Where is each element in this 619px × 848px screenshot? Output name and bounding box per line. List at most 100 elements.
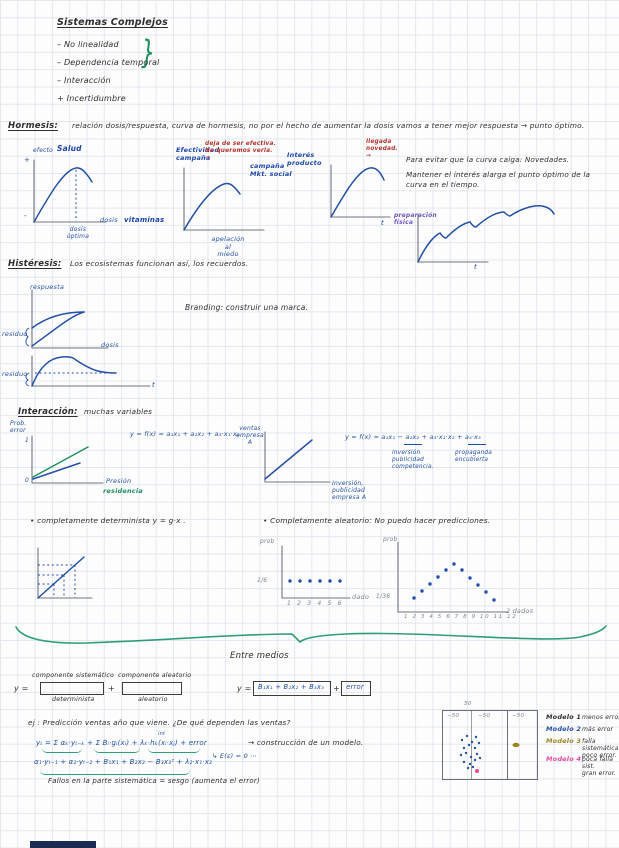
eq1-top-label-1: componente sistemático xyxy=(32,672,115,679)
ventas-chart-sketch xyxy=(264,431,331,483)
next-page-peek xyxy=(30,841,96,848)
dado-chart-sketch xyxy=(281,545,351,599)
entre-medios-heading: Entre medios xyxy=(230,651,289,661)
novedades-line1: Para evitar que la curva caiga: Novedade… xyxy=(406,155,570,164)
dos-dados-ylabel: prob xyxy=(383,536,398,543)
eq1-y: y = xyxy=(14,684,29,693)
header-brace: } xyxy=(141,33,156,71)
campana-xlabel: apelación al miedo xyxy=(211,235,245,259)
campana-red-note: deja de ser efectiva. No queremos verla.… xyxy=(205,141,277,161)
model4-shot-dot xyxy=(475,769,479,773)
ejemplo-int-label: int xyxy=(158,731,166,737)
lines-tick-1: 1 xyxy=(25,437,30,444)
target-shots-sketch xyxy=(459,734,520,773)
model4-name: Modelo 4 xyxy=(546,755,582,763)
loop-xlabel: dosis xyxy=(101,341,119,349)
target-center-line xyxy=(471,711,472,779)
interaccion-formula1: y = f(x) = a₁x₁ + a₂x₂ + a₃·x₁·x₂ xyxy=(130,430,240,438)
dos-dados-chart-sketch xyxy=(397,541,509,613)
eq2-y: y = xyxy=(237,684,252,693)
dos-dados-xlabel: 2 dados xyxy=(506,607,534,615)
interes-ylabel: Interés producto xyxy=(287,151,322,167)
dos-dados-tick: 1/36 xyxy=(376,593,391,600)
histeresis-time-sketch xyxy=(25,355,151,387)
bullet-no-linealidad: – No linealidad xyxy=(57,40,119,49)
ejemplo-intro: ej : Predicción ventas año que viene. ¿D… xyxy=(28,718,291,727)
hormesis-intro: relación dosis/respuesta, curva de horme… xyxy=(72,121,585,130)
target-header-4: −50 xyxy=(512,713,525,719)
interaccion-heading: Interacción: xyxy=(18,407,78,417)
bullet-interaccion: – Interacción xyxy=(57,76,111,85)
novedades-line2: Mantener el interés alarga el punto ópti… xyxy=(406,170,591,190)
hormesis-heading: Hormesis: xyxy=(8,121,58,131)
salud-minus-tick: - xyxy=(24,212,27,220)
underbrace-1 xyxy=(42,748,82,753)
model2-name: Modelo 2 xyxy=(546,725,582,733)
eq2-error: error xyxy=(346,683,364,691)
target-header-3: −50 xyxy=(478,713,491,719)
aleatorio-bullet: • Completamente aleatorio: No puedo hace… xyxy=(263,516,491,525)
salud-chart-sketch xyxy=(33,159,107,223)
target-header-1: −50 xyxy=(447,713,460,719)
model4-desc: poca falla sist. gran error. xyxy=(582,756,616,778)
time-xlabel: t xyxy=(152,381,155,389)
salud-ylabel-bold: Salud xyxy=(57,144,82,153)
interes-chart-sketch xyxy=(330,164,391,218)
determinista-bullet: • completamente determinista y = g·x . xyxy=(30,516,186,525)
model2-desc: más error xyxy=(582,726,614,733)
campana-title: Efectividad campaña xyxy=(176,146,220,162)
formula2-note-1: inversión publicidad competencia. xyxy=(392,450,434,470)
interaccion-formula2: y = f(x) = a₁x₁ − a₂x₂ + a₃·x₁·x₂ + a₄·x… xyxy=(345,433,481,441)
section-brace-sketch xyxy=(15,625,607,644)
dado-tick: 1/6 xyxy=(257,577,268,584)
campana-chart-sketch xyxy=(183,167,265,231)
eq1-box-aleatorio xyxy=(122,682,182,695)
model3-name: Modelo 3 xyxy=(546,737,582,745)
model3-shot-blob xyxy=(512,742,520,748)
underbrace-2 xyxy=(94,748,140,753)
bullet-dependencia-temporal: – Dependencia temporal xyxy=(57,58,160,67)
dos-dados-xticks: 1 2 3 4 5 6 7 8 9 10 11 12 xyxy=(404,614,518,620)
ejemplo-formula: yₜ = Σ αₖ·yₜ₋ₖ + Σ Bᵢ·gᵢ(xᵢ) + λₖ·hₖ(xᵢ·… xyxy=(36,739,207,747)
interaccion-lines-sketch xyxy=(31,435,104,484)
model1-name: Modelo 1 xyxy=(546,713,582,721)
eq2-plus: + xyxy=(333,684,340,693)
salud-xlabel: dosis xyxy=(100,216,118,224)
formula2-underline-1 xyxy=(404,442,422,445)
page-title: Sistemas Complejos xyxy=(57,17,168,28)
dado-ylabel: prob xyxy=(260,538,275,545)
histeresis-loop-sketch xyxy=(25,289,109,349)
eq2-box-formula xyxy=(253,681,331,696)
eq1-top-label-2: componente aleatorio xyxy=(118,672,192,679)
salud-optimo-label: dosis óptima xyxy=(66,226,90,241)
eq1-box-sistematico xyxy=(40,682,104,695)
target-divider-line xyxy=(507,711,508,779)
ejemplo-construccion: → construcción de un modelo. xyxy=(248,738,364,747)
dado-xticks: 1 2 3 4 5 6 xyxy=(287,600,344,607)
time-residuo-label: residuo xyxy=(2,370,28,378)
eq1-bottom-label-1: determinista xyxy=(52,696,95,703)
interes-red-note: llegada novedad. → xyxy=(366,139,398,159)
salud-plus-tick: + xyxy=(24,156,31,164)
eq2-box-error xyxy=(341,681,371,696)
histeresis-intro: Los ecosistemas funcionan así, los recue… xyxy=(70,259,249,268)
ejemplo-ecero: ↳ E(ε) = 0 ⋯ xyxy=(212,752,257,760)
salud-ylabel: efecto xyxy=(33,147,54,154)
model3-desc: falla sistemática poco error. xyxy=(582,738,619,760)
preparacion-ylabel: preparación física xyxy=(394,212,437,227)
eq1-plus: + xyxy=(108,684,115,693)
preparacion-xlabel: t xyxy=(474,263,477,271)
branding-note: Branding: construir una marca. xyxy=(185,303,309,312)
dado-xlabel: dado xyxy=(352,593,370,601)
target-board xyxy=(442,710,538,780)
interes-xlabel: t xyxy=(381,219,384,227)
preparacion-chart-sketch xyxy=(417,205,555,263)
target-header-2: 50 xyxy=(464,701,472,707)
formula2-note-2: propaganda encubierta xyxy=(455,450,492,463)
ventas-ylabel: ventas empresa A xyxy=(236,425,264,447)
interaccion-intro: muchas variables xyxy=(84,407,153,416)
lines-xlabel: Presión xyxy=(106,477,132,485)
determinista-sketch xyxy=(37,547,93,599)
lines-ylabel: Prob. error xyxy=(10,420,27,435)
